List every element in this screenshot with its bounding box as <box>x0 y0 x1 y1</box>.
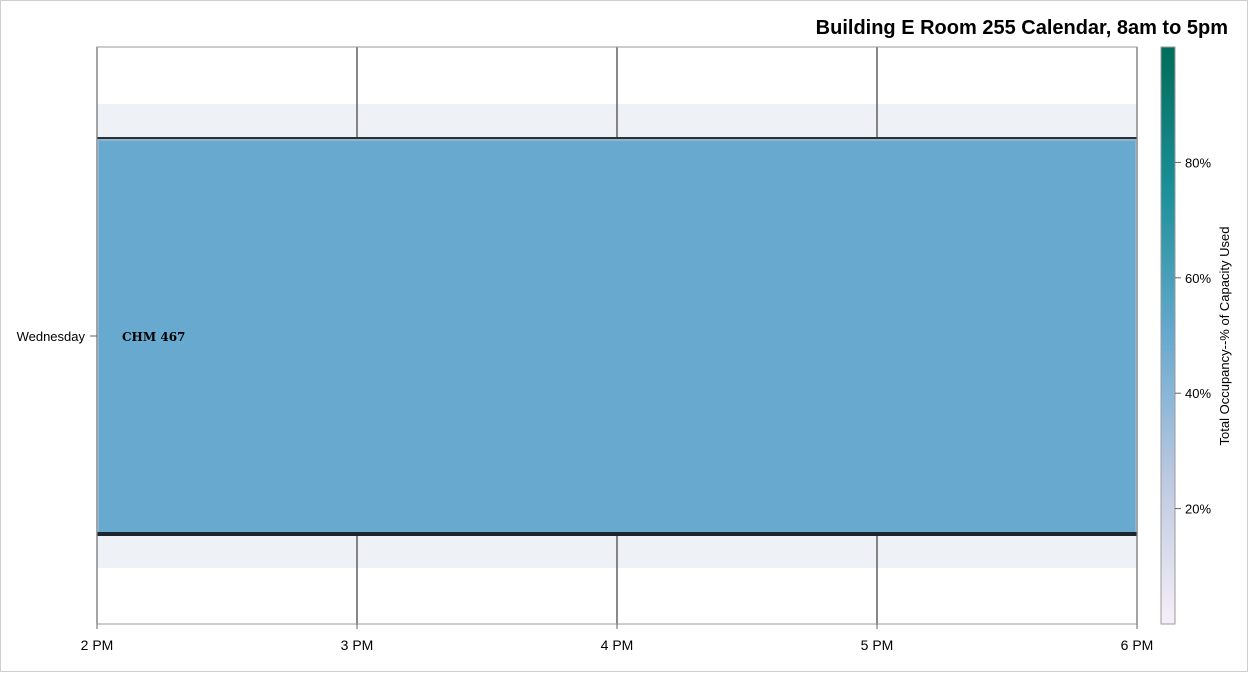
colorbar-label: Total Occupancy--% of Capacity Used <box>1217 227 1232 446</box>
colorbar <box>1160 46 1176 625</box>
x-tick-label: 5 PM <box>861 637 894 653</box>
x-tick-label: 4 PM <box>601 637 634 653</box>
y-tick-label: Wednesday <box>17 329 86 344</box>
colorbar-ticks: 20% 40% 60% 80% <box>1175 155 1211 517</box>
colorbar-tick-label: 40% <box>1185 386 1211 401</box>
x-tick-label: 6 PM <box>1121 637 1154 653</box>
bar-label: CHM 467 <box>122 330 185 344</box>
x-tick-label: 2 PM <box>81 637 114 653</box>
x-axis: 2 PM 3 PM 4 PM 5 PM 6 PM <box>81 624 1154 653</box>
colorbar-tick-label: 20% <box>1185 502 1211 517</box>
bar-event[interactable] <box>97 139 1137 534</box>
y-axis: Wednesday <box>17 329 97 344</box>
colorbar-tick-label: 80% <box>1185 155 1211 170</box>
colorbar-tick-label: 60% <box>1185 271 1211 286</box>
bars: CHM 467 <box>97 137 1137 536</box>
chart-title: Building E Room 255 Calendar, 8am to 5pm <box>816 17 1228 39</box>
x-tick-label: 3 PM <box>341 637 374 653</box>
